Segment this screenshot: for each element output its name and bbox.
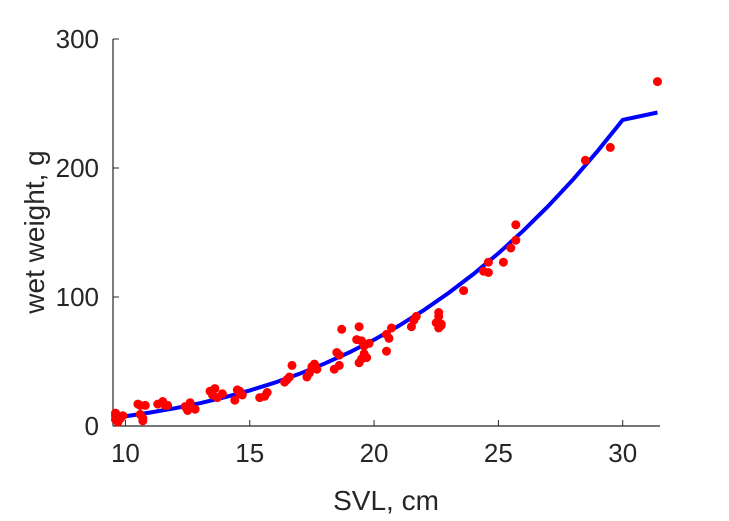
y-tick-label: 100 [56, 282, 99, 312]
axes [112, 39, 660, 427]
data-point [387, 323, 396, 333]
y-ticks: 0 100 200 300 [56, 24, 119, 441]
x-tick-label: 15 [235, 438, 264, 468]
data-point [337, 324, 347, 334]
x-axis-label: SVL, cm [333, 485, 439, 516]
data-point [138, 413, 148, 423]
data-point [359, 341, 369, 351]
data-point [653, 77, 662, 87]
data-point [382, 329, 391, 339]
data-point [217, 389, 227, 399]
data-point [483, 268, 493, 277]
data-point [334, 360, 344, 370]
data-point [287, 360, 297, 370]
data-point [459, 286, 469, 296]
y-axis-label: wet weight, g [19, 150, 50, 314]
y-tick-label: 200 [56, 153, 99, 183]
x-tick-label: 25 [484, 438, 513, 468]
data-points [111, 77, 662, 427]
data-point [580, 155, 590, 165]
data-point [434, 311, 444, 321]
y-tick-label: 0 [85, 411, 99, 441]
y-tick-label: 300 [56, 24, 99, 54]
data-point [498, 257, 508, 267]
data-point [160, 400, 170, 410]
data-point [436, 320, 446, 330]
x-tick-label: 20 [360, 438, 389, 468]
data-point [483, 257, 493, 267]
data-point [230, 395, 240, 405]
x-tick-label: 30 [608, 438, 637, 468]
data-point [332, 348, 342, 357]
data-point [135, 400, 145, 410]
data-point [362, 353, 372, 363]
data-point [309, 359, 319, 369]
data-point [382, 346, 391, 356]
data-point [511, 220, 521, 230]
data-point [354, 322, 364, 332]
fit-curve-line [112, 110, 658, 421]
x-ticks: 10 15 20 25 30 [111, 420, 637, 468]
data-point [190, 404, 200, 414]
data-point [262, 388, 272, 397]
data-point [285, 372, 294, 382]
data-point [605, 142, 615, 152]
data-point [185, 398, 195, 408]
data-point [411, 311, 421, 321]
data-point [111, 408, 120, 418]
x-tick-label: 10 [111, 438, 140, 468]
data-point [511, 235, 521, 245]
data-point [183, 406, 193, 415]
data-point [118, 411, 128, 421]
data-point [235, 389, 245, 399]
data-point [210, 384, 220, 394]
data-point [506, 243, 516, 253]
